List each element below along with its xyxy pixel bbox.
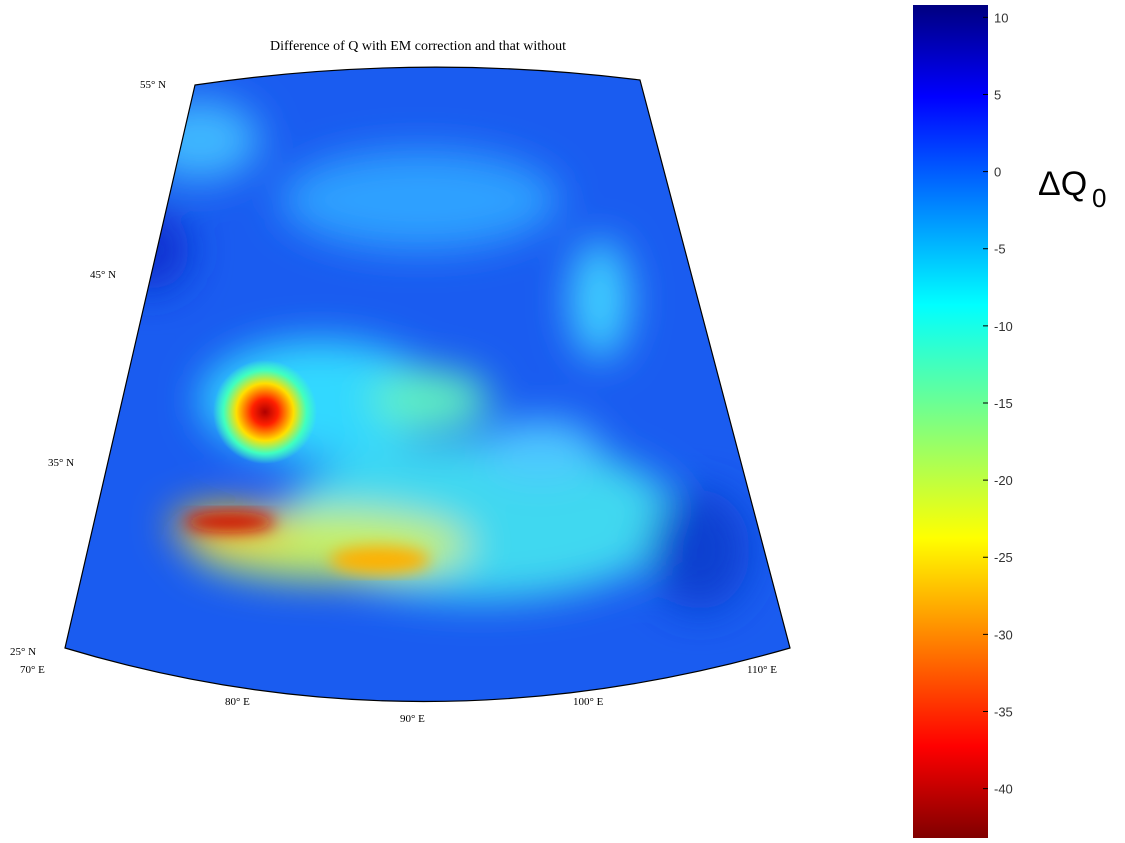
colorbar-label: ΔQ	[1038, 165, 1087, 203]
figure: Difference of Q with EM correction and t…	[0, 0, 1125, 843]
colorbar-label-subscript: 0	[1092, 183, 1106, 213]
colorbar-tick-label: -15	[994, 396, 1013, 411]
lat-label: 35° N	[48, 457, 74, 469]
lat-label: 55° N	[140, 79, 166, 91]
lon-label: 110° E	[747, 664, 777, 676]
colorbar-tick-label: -10	[994, 319, 1013, 334]
lon-label: 90° E	[400, 713, 425, 725]
colorbar-tick-label: -25	[994, 550, 1013, 565]
colorbar	[913, 5, 988, 838]
colorbar-tick-label: -5	[994, 242, 1006, 257]
colorbar-tick-label: 5	[994, 87, 1001, 102]
lat-label: 25° N	[10, 646, 36, 658]
colorbar-tick-label: -35	[994, 705, 1013, 720]
lon-label: 80° E	[225, 696, 250, 708]
lat-label: 45° N	[90, 269, 116, 281]
lon-label: 70° E	[20, 664, 45, 676]
colorbar-tick-label: 0	[994, 165, 1001, 180]
colorbar-tick-label: -40	[994, 782, 1013, 797]
colorbar-tick-label: 10	[994, 10, 1008, 25]
map-field	[60, 50, 800, 770]
lon-label: 100° E	[573, 696, 604, 708]
colorbar-tick-label: -20	[994, 473, 1013, 488]
map-title: Difference of Q with EM correction and t…	[270, 39, 566, 54]
colorbar-tick-label: -30	[994, 627, 1013, 642]
